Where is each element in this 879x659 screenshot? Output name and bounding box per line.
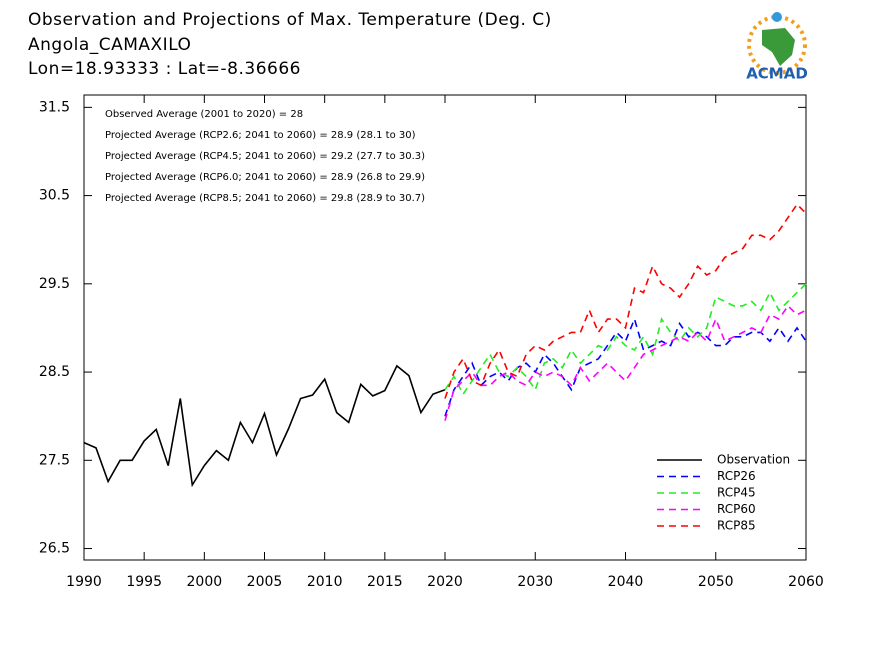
x-tick-label: 2015 bbox=[367, 574, 403, 590]
series-line bbox=[83, 364, 446, 488]
plot-frame bbox=[83, 94, 807, 561]
annotation: Observed Average (2001 to 2020) = 28 bbox=[105, 109, 303, 120]
x-tick-label: 2030 bbox=[517, 574, 553, 590]
series-line bbox=[444, 203, 807, 399]
location: Lon=18.93333 : Lat=-8.36666 bbox=[28, 59, 301, 79]
x-tick-label: 2000 bbox=[187, 574, 223, 590]
y-tick-label: 26.5 bbox=[39, 541, 70, 557]
x-tick-label: 1990 bbox=[66, 574, 102, 590]
y-tick-label: 27.5 bbox=[39, 452, 70, 468]
annotation: Projected Average (RCP2.6; 2041 to 2060)… bbox=[105, 130, 416, 141]
series-line bbox=[444, 316, 807, 417]
chart-title: Observation and Projections of Max. Temp… bbox=[28, 10, 552, 30]
y-tick-label: 29.5 bbox=[39, 276, 70, 292]
annotation: Projected Average (RCP4.5; 2041 to 2060)… bbox=[105, 151, 425, 162]
logo-text: ACMAD bbox=[746, 65, 808, 83]
logo: ACMAD bbox=[746, 12, 808, 83]
x-tick-label: 1995 bbox=[126, 574, 162, 590]
legend-label: Observation bbox=[717, 453, 790, 467]
x-tick-label: 2060 bbox=[788, 574, 824, 590]
y-tick-label: 30.5 bbox=[39, 188, 70, 204]
legend-label: RCP45 bbox=[717, 486, 756, 500]
series-line bbox=[444, 283, 807, 396]
series-line bbox=[444, 304, 807, 421]
x-tick-label: 2010 bbox=[307, 574, 343, 590]
x-tick-label: 2005 bbox=[247, 574, 283, 590]
y-tick-label: 28.5 bbox=[39, 364, 70, 380]
x-tick-label: 2050 bbox=[698, 574, 734, 590]
annotation: Projected Average (RCP6.0; 2041 to 2060)… bbox=[105, 172, 425, 183]
legend-label: RCP26 bbox=[717, 469, 756, 483]
legend-label: RCP60 bbox=[717, 502, 756, 516]
annotation: Projected Average (RCP8.5; 2041 to 2060)… bbox=[105, 193, 425, 204]
chart-subtitle: Angola_CAMAXILO bbox=[28, 35, 191, 55]
x-tick-label: 2020 bbox=[427, 574, 463, 590]
legend-label: RCP85 bbox=[717, 519, 756, 533]
x-tick-label: 2040 bbox=[608, 574, 644, 590]
y-tick-label: 31.5 bbox=[39, 99, 70, 115]
